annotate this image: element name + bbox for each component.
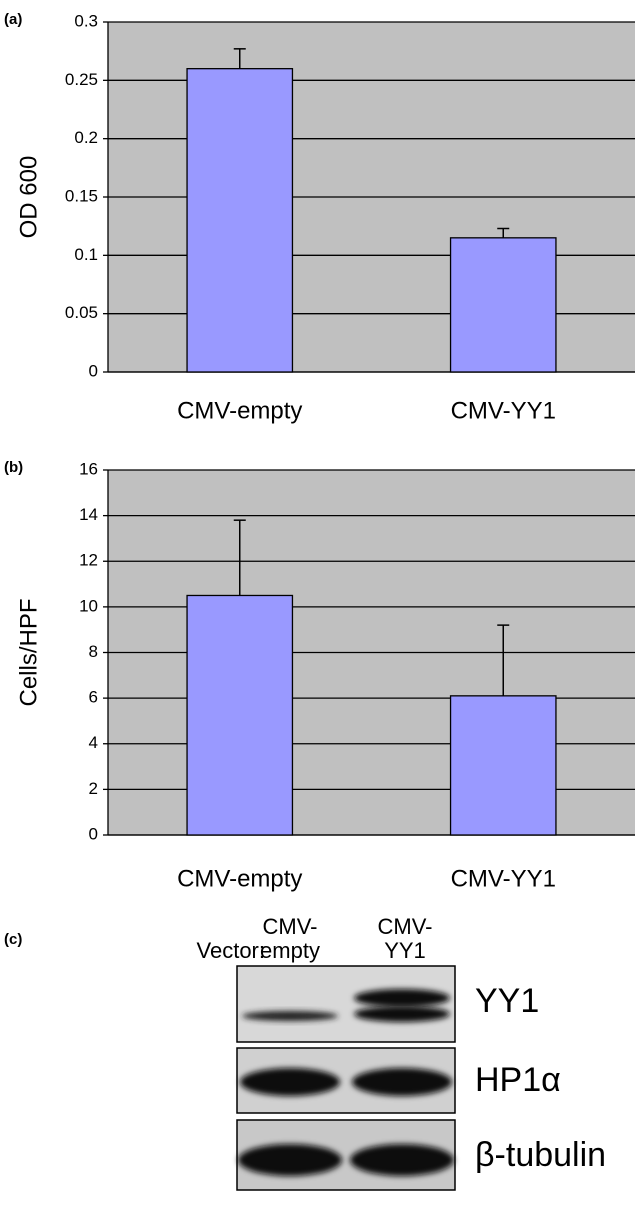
y-tick-label: 0.2 bbox=[74, 128, 98, 147]
y-axis-label: Cells/HPF bbox=[15, 598, 42, 706]
x-tick-label: CMV-empty bbox=[177, 865, 302, 892]
error-bar bbox=[233, 48, 246, 69]
y-tick-label: 6 bbox=[89, 688, 98, 707]
y-tick-label: 4 bbox=[89, 733, 98, 752]
x-tick-label: CMV-empty bbox=[177, 397, 302, 424]
lane-label: CMV- bbox=[378, 914, 433, 939]
band-label: β-tubulin bbox=[475, 1136, 606, 1174]
y-tick-label: 0.25 bbox=[65, 70, 98, 89]
error-bar bbox=[233, 519, 246, 596]
band-label: HP1α bbox=[475, 1061, 561, 1099]
panel-label: (b) bbox=[4, 459, 23, 476]
y-tick-label: 2 bbox=[89, 779, 98, 798]
lane-label: YY1 bbox=[384, 938, 426, 963]
y-tick-label: 0.3 bbox=[74, 11, 98, 30]
x-tick-label: CMV-YY1 bbox=[451, 865, 556, 892]
bar bbox=[449, 695, 557, 836]
bar bbox=[186, 594, 294, 836]
panel-label: (a) bbox=[4, 11, 22, 28]
y-tick-label: 0 bbox=[89, 361, 98, 380]
y-tick-label: 10 bbox=[79, 596, 98, 615]
error-bar bbox=[497, 624, 510, 696]
y-tick-label: 0.1 bbox=[74, 245, 98, 264]
row-header: Vector: bbox=[197, 938, 265, 963]
x-tick-label: CMV-YY1 bbox=[451, 397, 556, 424]
y-tick-label: 0.05 bbox=[65, 303, 98, 322]
bar bbox=[449, 237, 557, 373]
band-label: YY1 bbox=[475, 982, 539, 1020]
y-tick-label: 12 bbox=[79, 551, 98, 570]
error-bar bbox=[497, 227, 510, 238]
lane-label: empty bbox=[260, 938, 320, 963]
y-tick-label: 8 bbox=[89, 642, 98, 661]
y-tick-label: 16 bbox=[79, 459, 98, 478]
blot-image bbox=[236, 965, 456, 1191]
y-tick-label: 14 bbox=[79, 505, 98, 524]
bar bbox=[186, 68, 294, 373]
panel-label: (c) bbox=[4, 931, 22, 948]
y-axis-label: OD 600 bbox=[15, 156, 42, 239]
y-tick-label: 0.15 bbox=[65, 186, 98, 205]
y-tick-label: 0 bbox=[89, 824, 98, 843]
lane-label: CMV- bbox=[263, 914, 318, 939]
